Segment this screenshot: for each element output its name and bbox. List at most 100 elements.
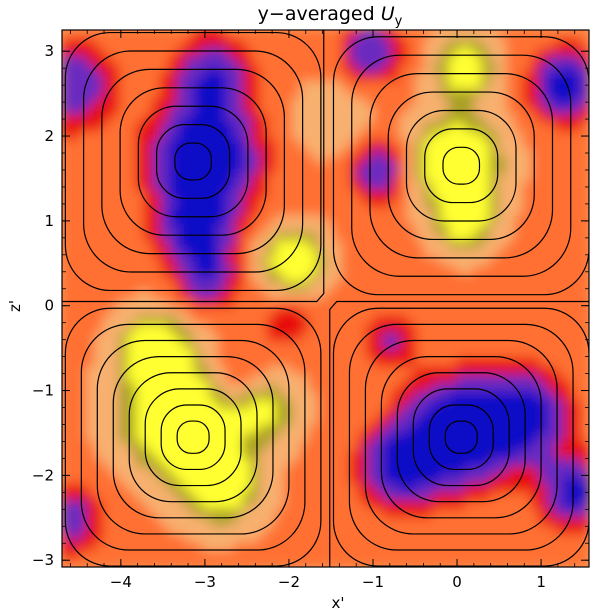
heatmap-cell xyxy=(234,490,244,501)
heatmap-cell xyxy=(176,96,187,107)
heatmap-cell xyxy=(193,365,203,375)
heatmap-cell xyxy=(176,415,187,425)
heatmap-cell xyxy=(94,146,104,157)
heatmap-cell xyxy=(522,256,532,266)
heatmap-cell xyxy=(464,113,475,123)
heatmap-cell xyxy=(572,222,582,232)
heatmap-cell xyxy=(481,264,491,274)
heatmap-cell xyxy=(448,146,458,157)
heatmap-cell xyxy=(432,239,442,249)
heatmap-cell xyxy=(456,138,466,148)
heatmap-cell xyxy=(432,30,442,39)
heatmap-cell xyxy=(522,96,532,107)
heatmap-cell xyxy=(415,423,425,434)
heatmap-cell xyxy=(300,256,310,266)
heatmap-cell xyxy=(143,524,154,534)
heatmap-cell xyxy=(127,247,137,258)
heatmap-cell xyxy=(539,356,549,367)
heatmap-cell xyxy=(357,30,368,39)
heatmap-cell xyxy=(390,105,401,115)
heatmap-cell xyxy=(77,298,88,308)
heatmap-cell xyxy=(300,155,310,165)
heatmap-cell xyxy=(62,306,71,316)
heatmap-cell xyxy=(349,281,359,291)
heatmap-cell xyxy=(366,499,376,509)
heatmap-cell xyxy=(366,331,376,341)
heatmap-cell xyxy=(226,264,236,274)
heatmap-cell xyxy=(217,239,228,249)
contour-line xyxy=(64,31,322,292)
heatmap-cell xyxy=(226,390,236,400)
heatmap-cell xyxy=(143,214,154,224)
heatmap-cell xyxy=(539,314,549,325)
heatmap-cell xyxy=(275,474,285,484)
heatmap-cell xyxy=(407,323,417,333)
heatmap-cell xyxy=(193,407,203,417)
heatmap-cell xyxy=(572,230,582,241)
heatmap-cell xyxy=(267,197,277,207)
heatmap-cell xyxy=(94,465,104,476)
heatmap-cell xyxy=(275,289,285,299)
heatmap-cell xyxy=(267,381,277,392)
heatmap-cell xyxy=(539,205,549,216)
y-tick-label: 3 xyxy=(44,42,54,60)
heatmap-cell xyxy=(185,197,195,207)
contour-line xyxy=(412,388,510,487)
heatmap-cell xyxy=(555,289,565,299)
heatmap-cell xyxy=(209,272,219,283)
heatmap-cell xyxy=(226,130,236,140)
heatmap-cell xyxy=(423,63,434,73)
heatmap-cell xyxy=(308,390,318,400)
heatmap-cell xyxy=(473,323,483,333)
heatmap-cell xyxy=(127,113,137,123)
heatmap-cell xyxy=(62,457,71,467)
heatmap-cell xyxy=(522,188,532,199)
heatmap-cell xyxy=(102,180,112,190)
heatmap-cell xyxy=(226,289,236,299)
heatmap-cell xyxy=(226,558,236,567)
heatmap-cell xyxy=(135,205,145,216)
heatmap-cell xyxy=(341,314,351,325)
heatmap-cell xyxy=(357,474,368,484)
heatmap-cell xyxy=(152,247,162,258)
heatmap-cell xyxy=(259,465,269,476)
heatmap-cell xyxy=(341,532,351,543)
heatmap-cell xyxy=(506,507,516,518)
heatmap-cell xyxy=(152,440,162,451)
heatmap-cell xyxy=(473,499,483,509)
heatmap-cell xyxy=(357,239,368,249)
heatmap-cell xyxy=(473,532,483,543)
heatmap-cell xyxy=(415,407,425,417)
heatmap-cell xyxy=(514,222,524,232)
heatmap-cell xyxy=(473,423,483,434)
heatmap-cell xyxy=(267,130,277,140)
heatmap-cell xyxy=(102,499,112,509)
heatmap-cell xyxy=(440,490,450,501)
heatmap-cell xyxy=(407,105,417,115)
heatmap-cell xyxy=(497,54,508,65)
heatmap-cell xyxy=(382,46,392,56)
heatmap-cell xyxy=(308,490,318,501)
heatmap-cell xyxy=(250,289,261,299)
heatmap-cell xyxy=(407,272,417,283)
heatmap-cell xyxy=(506,155,516,165)
heatmap-cell xyxy=(497,507,508,518)
heatmap-cell xyxy=(407,54,417,65)
heatmap-cell xyxy=(522,197,532,207)
heatmap-cell xyxy=(423,163,434,174)
heatmap-cell xyxy=(300,339,310,350)
heatmap-cell xyxy=(94,272,104,283)
heatmap-cell xyxy=(62,549,71,560)
heatmap-cell xyxy=(506,222,516,232)
heatmap-cell xyxy=(62,499,71,509)
heatmap-cell xyxy=(77,247,88,258)
heatmap-cell xyxy=(333,314,343,325)
heatmap-cell xyxy=(366,398,376,409)
heatmap-cell xyxy=(382,415,392,425)
heatmap-cell xyxy=(152,121,162,132)
heatmap-cell xyxy=(127,230,137,241)
heatmap-cell xyxy=(308,532,318,543)
heatmap-cell xyxy=(102,365,112,375)
heatmap-cell xyxy=(110,30,121,39)
heatmap-cell xyxy=(300,46,310,56)
